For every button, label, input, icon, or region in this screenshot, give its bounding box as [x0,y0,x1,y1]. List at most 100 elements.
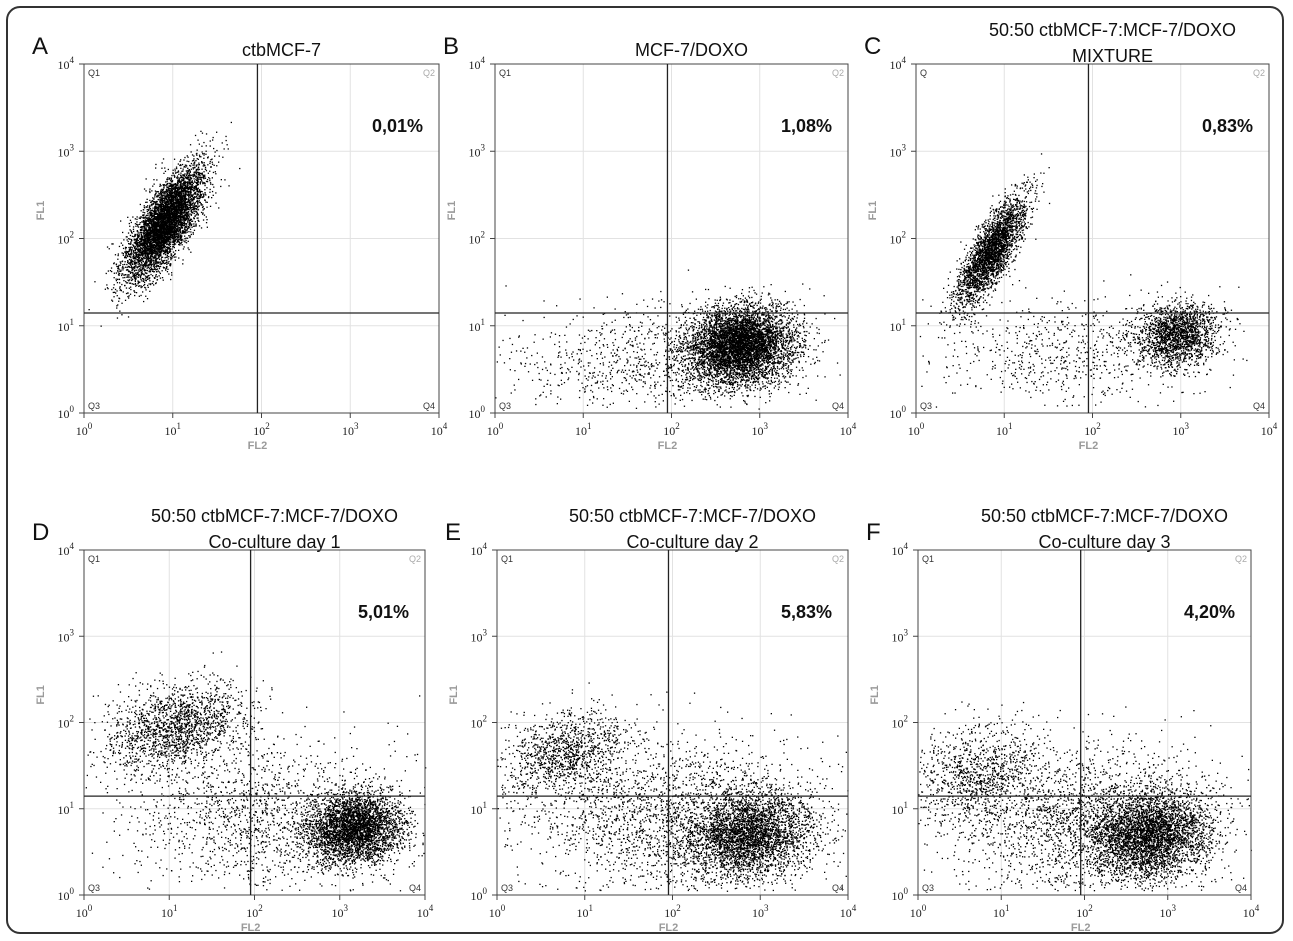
event-dot [188,184,189,185]
event-dot [193,160,194,161]
event-dot [158,248,159,249]
event-dot [197,178,198,179]
event-dot [192,185,193,186]
event-dot [122,267,123,268]
event-dot [143,261,144,262]
event-dot [203,178,204,179]
event-dot [120,286,121,287]
event-dot [122,232,123,233]
event-dot [196,166,197,167]
event-dot [141,280,142,281]
event-dot [205,167,206,168]
event-dot [201,212,202,213]
event-dot [204,189,205,190]
event-dot [147,298,148,299]
event-dot [204,192,205,193]
event-dot [136,292,137,293]
event-dot [184,238,185,239]
event-dot [156,216,157,217]
event-dot [191,215,192,216]
event-dot [197,164,198,165]
event-dot [163,185,164,186]
event-dot [180,230,181,231]
event-dot [187,232,188,233]
event-dot [122,245,123,246]
event-dot [152,229,153,230]
event-dot [136,262,137,263]
event-dot [191,207,192,208]
event-dot [164,202,165,203]
event-dot [148,218,149,219]
event-dot [135,280,136,281]
event-dot [191,151,192,152]
event-dot [207,164,208,165]
event-dot [144,205,145,206]
event-dot [198,163,199,164]
event-dot [131,277,132,278]
event-dot [151,265,152,266]
event-dot [186,212,187,213]
event-dot [151,231,152,232]
event-dot [139,224,140,225]
event-dot [218,162,219,163]
event-dot [187,222,188,223]
event-dot [202,204,203,205]
event-dot [129,226,130,227]
event-dot [182,212,183,213]
event-dot [149,280,150,281]
event-dot [165,181,166,182]
event-dot [126,264,127,265]
event-dot [106,284,107,285]
event-dot [147,213,148,214]
event-dot [208,173,209,174]
event-dot [151,204,152,205]
event-dot [194,192,195,193]
event-dot [114,292,115,293]
event-dot [184,173,185,174]
event-dot [179,244,180,245]
event-dot [128,297,129,298]
event-dot [149,283,150,284]
event-dot [131,249,132,250]
event-dot [124,264,125,265]
event-dot [183,195,184,196]
event-dot [156,260,157,261]
event-dot [180,240,181,241]
event-dot [193,155,194,156]
event-dot [138,264,139,265]
event-dot [160,184,161,185]
event-dot [107,246,108,247]
event-dot [136,252,137,253]
event-dot [153,179,154,180]
event-dot [188,226,189,227]
event-dot [161,258,162,259]
event-dot [215,192,216,193]
event-dot [197,150,198,151]
event-dot [129,249,130,250]
event-dot [153,247,154,248]
event-dot [136,224,137,225]
event-dot [126,287,127,288]
event-dot [149,200,150,201]
event-dot [172,244,173,245]
event-dot [147,285,148,286]
event-dot [139,258,140,259]
event-dot [209,180,210,181]
event-dot [188,193,189,194]
event-dot [159,256,160,257]
event-dot [194,206,195,207]
event-dot [190,252,191,253]
event-dot [121,284,122,285]
event-dot [197,140,198,141]
event-dot [113,287,114,288]
event-dot [187,157,188,158]
event-dot [152,200,153,201]
event-dot [163,249,164,250]
event-dot [150,239,151,240]
event-dot [153,223,154,224]
event-dot [132,276,133,277]
event-dot [149,206,150,207]
event-dot [155,193,156,194]
event-dot [175,250,176,251]
event-dot [200,192,201,193]
